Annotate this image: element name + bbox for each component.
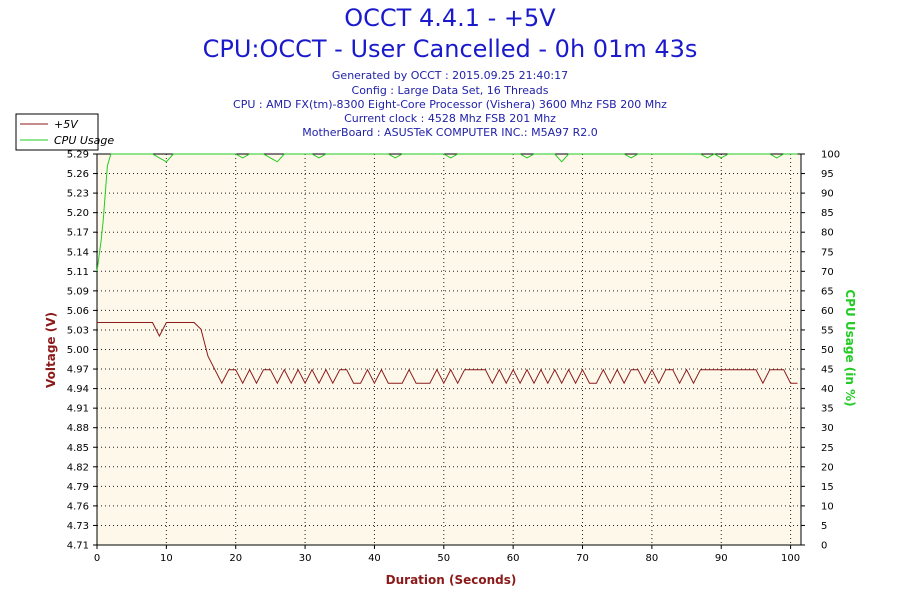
y2-tick-label: 95 — [821, 169, 834, 180]
x-tick-label: 70 — [576, 553, 589, 564]
y2-tick-label: 50 — [821, 345, 834, 356]
y-tick-label: 4.82 — [67, 462, 89, 473]
x-tick-label: 10 — [160, 553, 173, 564]
y-tick-label: 4.76 — [67, 501, 89, 512]
y2-tick-label: 100 — [821, 150, 840, 161]
info-cpu: CPU : AMD FX(tm)-8300 Eight-Core Process… — [233, 98, 667, 111]
y-tick-label: 4.94 — [67, 384, 89, 395]
info-generated: Generated by OCCT : 2015.09.25 21:40:17 — [331, 69, 569, 82]
y-tick-label: 4.85 — [67, 443, 89, 454]
series-layer — [96, 153, 798, 385]
axes: 4.71 4.73 4.76 4.79 4.82 4.85 4.88 4.91 4.94 4.97… — [67, 150, 840, 565]
y-tick-label: 4.73 — [67, 521, 89, 532]
y-tick-label: 5.11 — [67, 267, 89, 278]
y-tick-label: 4.71 — [67, 541, 89, 552]
info-config: Config : Large Data Set, 16 Threads — [351, 84, 549, 97]
series-line-cpu-usage — [96, 153, 798, 272]
y-tick-label: 4.91 — [67, 404, 89, 415]
x-tick-label: 90 — [715, 553, 728, 564]
y-tick-label: 5.09 — [67, 286, 89, 297]
y-tick-label: 4.88 — [67, 423, 89, 434]
y2-axis-label: CPU Usage (in %) — [843, 289, 857, 406]
x-tick-label: 0 — [94, 553, 100, 564]
y2-tick-label: 15 — [821, 482, 834, 493]
y-tick-label: 5.17 — [67, 228, 89, 239]
x-tick-label: 80 — [646, 553, 659, 564]
y2-tick-label: 85 — [821, 208, 834, 219]
y2-tick-label: 20 — [821, 462, 834, 473]
y2-tick-label: 35 — [821, 404, 834, 415]
info-motherboard: MotherBoard : ASUSTeK COMPUTER INC.: M5A… — [302, 126, 598, 139]
y2-tick-label: 25 — [821, 443, 834, 454]
y2-tick-label: 75 — [821, 247, 834, 258]
y-axis-label: Voltage (V) — [44, 312, 58, 388]
legend-label-cpu: CPU Usage — [54, 134, 114, 147]
x-axis-label: Duration (Seconds) — [386, 573, 517, 587]
y-tick-label: 5.23 — [67, 189, 89, 200]
y-tick-label: 5.06 — [67, 306, 89, 317]
y2-tick-label: 70 — [821, 267, 834, 278]
y2-tick-label: 60 — [821, 306, 834, 317]
x-tick-label: 40 — [368, 553, 381, 564]
y2-tick-label: 30 — [821, 423, 834, 434]
info-clock: Current clock : 4528 Mhz FSB 201 Mhz — [344, 112, 556, 125]
y2-tick-label: 65 — [821, 286, 834, 297]
chart-subtitle: CPU:OCCT - User Cancelled - 0h 01m 43s — [202, 35, 698, 63]
series-line-voltage — [97, 322, 798, 385]
y2-tick-label: 40 — [821, 384, 834, 395]
y-tick-label: 5.20 — [67, 208, 89, 219]
x-tick-label: 100 — [781, 553, 800, 564]
y2-tick-label: 5 — [821, 521, 827, 532]
y-tick-label: 5.00 — [67, 345, 89, 356]
legend-label-voltage: +5V — [54, 118, 79, 131]
y2-tick-label: 10 — [821, 501, 834, 512]
y-tick-label: 5.03 — [67, 325, 89, 336]
x-tick-label: 50 — [437, 553, 450, 564]
y2-tick-label: 80 — [821, 228, 834, 239]
y2-tick-label: 55 — [821, 325, 834, 336]
y-tick-label: 5.29 — [67, 150, 89, 161]
plot-area — [96, 153, 801, 546]
y-tick-label: 4.97 — [67, 365, 89, 376]
legend-box — [15, 113, 99, 151]
x-tick-label: 60 — [507, 553, 520, 564]
y-tick-label: 5.26 — [67, 169, 89, 180]
x-tick-label: 20 — [229, 553, 242, 564]
y2-tick-label: 90 — [821, 189, 834, 200]
y-tick-label: 5.14 — [67, 247, 89, 258]
x-tick-label: 30 — [299, 553, 312, 564]
legend: +5V CPU Usage — [15, 113, 114, 151]
y2-tick-label: 0 — [821, 541, 827, 552]
y-tick-label: 4.79 — [67, 482, 89, 493]
y2-tick-label: 45 — [821, 365, 834, 376]
chart-title: OCCT 4.4.1 - +5V — [344, 4, 556, 32]
